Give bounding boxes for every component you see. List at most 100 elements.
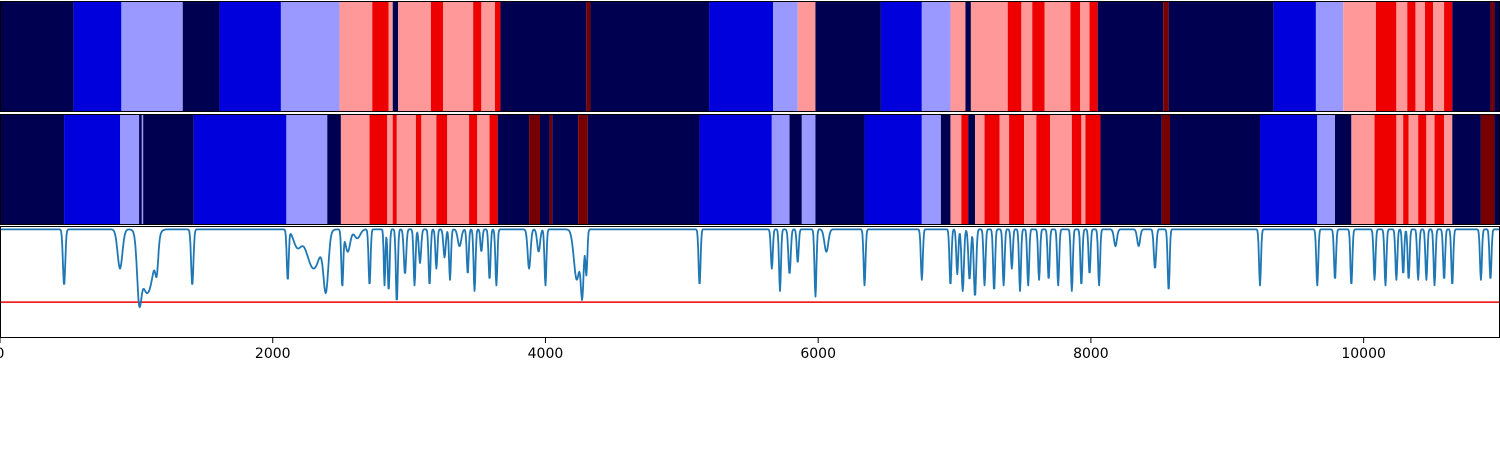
segment-2	[280, 1, 340, 112]
segment-4	[984, 114, 1000, 225]
segment-3	[1343, 1, 1376, 112]
x-tick-label: 4000	[528, 346, 564, 362]
segment-3	[1024, 114, 1037, 225]
segment-3	[1408, 114, 1419, 225]
segment-3	[950, 1, 966, 112]
segment-4	[1418, 114, 1427, 225]
x-tick-label: 8000	[1073, 346, 1109, 362]
segment-2	[921, 114, 941, 225]
segment-0	[500, 1, 587, 112]
x-axis: 0 2000 4000 6000 8000 10000	[0, 338, 1386, 362]
segment-1	[193, 114, 287, 225]
segment-1	[864, 114, 922, 225]
segment-5	[529, 114, 540, 225]
segment-5	[586, 1, 591, 112]
segment-4	[469, 114, 478, 225]
segment-3	[999, 114, 1010, 225]
segment-1	[1260, 114, 1318, 225]
segment-2	[1317, 114, 1335, 225]
segment-3	[1396, 1, 1408, 112]
x-tick-label: 2000	[255, 346, 291, 362]
segment-4	[1403, 114, 1409, 225]
segment-4	[369, 114, 388, 225]
segment-4	[961, 114, 969, 225]
signal-line	[0, 228, 1500, 309]
segment-5	[1163, 1, 1169, 112]
segment-0	[815, 114, 865, 225]
segment-0	[1335, 114, 1352, 225]
segment-4	[1444, 1, 1453, 112]
segment-3	[950, 114, 962, 225]
x-tick-label: 6000	[800, 346, 836, 362]
segment-1	[1273, 1, 1316, 112]
segment-4	[1434, 114, 1445, 225]
segment-4	[1007, 1, 1022, 112]
segment-0	[815, 1, 881, 112]
segment-4	[1374, 114, 1397, 225]
segment-0	[1097, 1, 1164, 112]
segment-3	[443, 1, 474, 112]
segment-3	[1044, 1, 1071, 112]
segment-1	[219, 1, 281, 112]
segment-0	[1494, 1, 1500, 112]
segment-0	[1168, 1, 1274, 112]
segment-2	[286, 114, 328, 225]
segment-5	[1480, 114, 1495, 225]
segment-2	[921, 1, 951, 112]
segment-0	[392, 1, 399, 112]
segment-4	[1425, 1, 1434, 112]
segment-5	[578, 114, 588, 225]
segment-3	[396, 114, 416, 225]
segment-0	[327, 114, 341, 225]
segment-4	[1009, 114, 1025, 225]
segment-3	[447, 114, 470, 225]
segment-0	[182, 1, 220, 112]
segment-4	[1089, 1, 1098, 112]
plot-background	[0, 226, 1500, 338]
segment-0	[0, 114, 65, 225]
segment-0	[940, 114, 951, 225]
segment-0	[1452, 1, 1491, 112]
segment-1	[73, 1, 122, 112]
segment-0	[540, 114, 550, 225]
segment-0	[552, 114, 579, 225]
segment-4	[1036, 114, 1050, 225]
segment-3	[1426, 114, 1435, 225]
segment-5	[549, 114, 553, 225]
segment-0	[1100, 114, 1162, 225]
segment-0	[1494, 114, 1500, 225]
segment-3	[421, 114, 437, 225]
segment-4	[1407, 1, 1416, 112]
segment-3	[387, 114, 393, 225]
segment-1	[699, 114, 772, 225]
segment-2	[773, 1, 798, 112]
segment-3	[1081, 114, 1086, 225]
segment-0	[1452, 114, 1481, 225]
segmentation-track-2	[0, 114, 1500, 225]
segment-3	[1396, 114, 1404, 225]
segment-0	[139, 114, 142, 225]
segment-3	[1444, 114, 1453, 225]
segmentation-track-1	[0, 1, 1500, 112]
segment-5	[1490, 1, 1495, 112]
segment-3	[398, 1, 431, 112]
segment-2	[121, 1, 183, 112]
segment-3	[975, 114, 985, 225]
segment-3	[1415, 1, 1425, 112]
segment-4	[489, 114, 498, 225]
segment-1	[64, 114, 120, 225]
segment-4	[495, 1, 501, 112]
segment-3	[340, 114, 370, 225]
segment-1	[709, 1, 774, 112]
segment-2	[120, 114, 140, 225]
segment-3	[970, 1, 1008, 112]
x-tick-label: 10000	[1341, 346, 1386, 362]
segment-0	[590, 1, 710, 112]
segment-0	[587, 114, 700, 225]
segment-0	[497, 114, 530, 225]
segment-0	[965, 1, 971, 112]
segment-3	[1351, 114, 1375, 225]
segment-4	[436, 114, 448, 225]
